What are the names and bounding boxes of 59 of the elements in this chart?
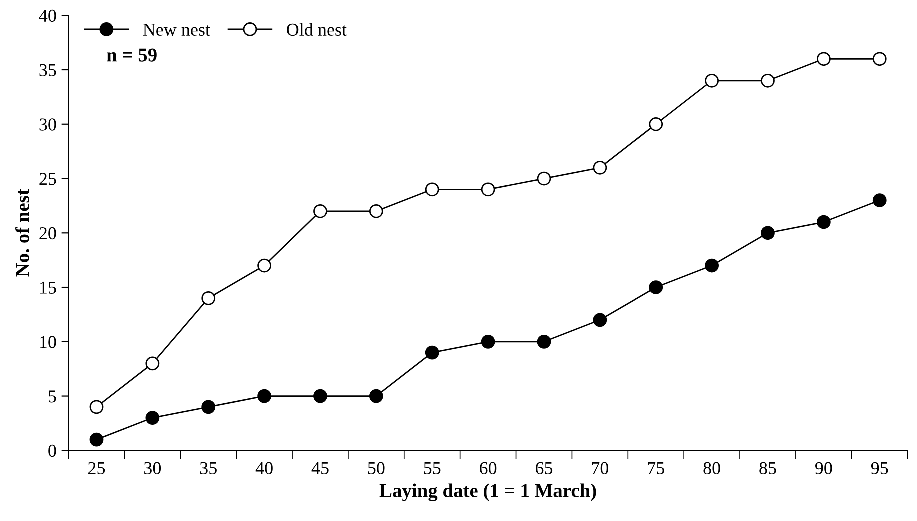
legend-label: Old nest (287, 23, 347, 36)
point (258, 258, 272, 273)
x-tick-label: 60 (480, 462, 497, 474)
legend-label: New nest (143, 24, 210, 36)
y-tick-label: 5 (48, 390, 56, 403)
point (369, 204, 384, 218)
point (593, 160, 608, 175)
point (705, 74, 719, 88)
point (705, 258, 719, 273)
point (761, 74, 775, 88)
x-tick-label: 65 (536, 462, 553, 474)
point (146, 411, 160, 425)
point (537, 172, 552, 186)
y-tick-label: 25 (40, 173, 56, 186)
point (872, 52, 887, 66)
y-tick-label: 40 (39, 10, 56, 22)
point (425, 346, 440, 360)
point (481, 334, 496, 349)
annotation: n = 59 (107, 48, 157, 62)
point (816, 52, 831, 66)
point (481, 182, 496, 197)
point (146, 356, 160, 371)
point (258, 389, 272, 404)
point (761, 226, 775, 240)
x-tick-label: 95 (871, 462, 888, 474)
point (90, 400, 104, 414)
y-axis-title: No. of nest (16, 189, 30, 277)
x-tick-label: 55 (424, 462, 441, 474)
y-tick-label: 15 (40, 282, 56, 294)
y-tick-label: 35 (40, 64, 56, 76)
point (202, 400, 216, 414)
x-tick-label: 45 (312, 462, 329, 474)
x-tick-label: 30 (144, 462, 162, 474)
point (537, 334, 552, 349)
x-tick-label: 80 (704, 462, 720, 474)
point (314, 389, 328, 404)
point (369, 389, 384, 404)
x-axis-title: Laying date (1 = 1 March) (380, 484, 596, 502)
x-tick-label: 70 (592, 462, 609, 474)
x-tick-label: 35 (200, 462, 217, 474)
point (314, 204, 328, 218)
point (649, 280, 664, 294)
point (202, 291, 216, 306)
point (425, 182, 440, 197)
point (816, 215, 831, 230)
x-tick-label: 75 (648, 462, 664, 474)
point (872, 194, 887, 208)
point (593, 313, 608, 328)
x-tick-label: 50 (368, 462, 385, 474)
y-tick-label: 30 (40, 118, 56, 131)
x-tick-label: 90 (815, 462, 832, 474)
x-tick-label: 85 (760, 462, 776, 474)
y-tick-label: 20 (40, 227, 56, 240)
y-tick-label: 0 (48, 444, 56, 458)
x-tick-label: 40 (256, 462, 273, 474)
y-tick-label: 10 (40, 336, 56, 348)
point (649, 117, 664, 132)
x-tick-label: 25 (88, 462, 106, 474)
point (90, 432, 104, 447)
